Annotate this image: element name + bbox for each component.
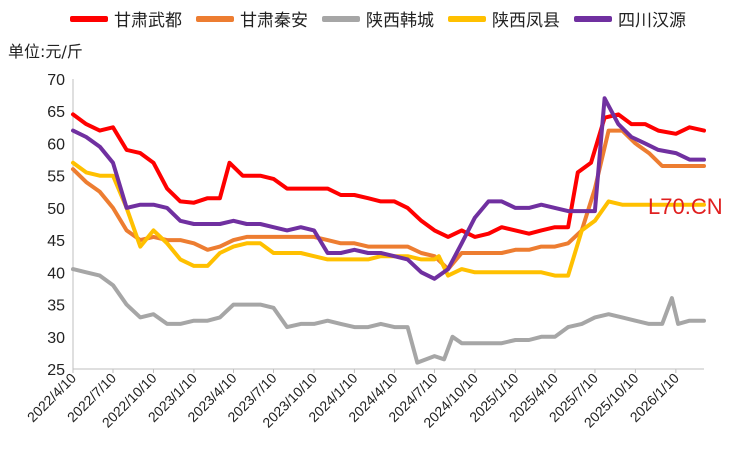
y-tick-label: 30 (47, 330, 65, 347)
legend-label: 四川汉源 (618, 11, 686, 31)
legend-label: 甘肃武都 (114, 11, 182, 31)
legend-swatch (322, 15, 360, 22)
unit-label: 单位:元/斤 (8, 42, 83, 61)
y-tick-label: 55 (47, 169, 65, 186)
chart-legend: 甘肃武都 甘肃秦安 陕西韩城 陕西凤县 四川汉源 (70, 6, 686, 31)
legend-label: 甘肃秦安 (240, 11, 308, 31)
y-tick-label: 70 (47, 72, 65, 89)
legend-swatch (196, 15, 234, 22)
y-tick-label: 25 (47, 362, 65, 379)
y-tick-label: 50 (47, 201, 65, 218)
y-tick-label: 40 (47, 265, 65, 282)
legend-label: 陕西凤县 (492, 11, 560, 31)
y-tick-label: 45 (47, 233, 65, 250)
legend-label: 陕西韩城 (366, 11, 434, 31)
y-tick-label: 65 (47, 104, 65, 121)
legend-item: 陕西凤县 (448, 6, 560, 31)
series-line (71, 96, 706, 281)
series-line (71, 160, 706, 278)
series-line (71, 112, 706, 239)
legend-swatch (70, 15, 108, 22)
legend-item: 甘肃武都 (70, 6, 182, 31)
legend-item: 四川汉源 (574, 6, 686, 31)
series-line (71, 267, 706, 365)
legend-swatch (448, 15, 486, 22)
legend-item: 甘肃秦安 (196, 6, 308, 31)
watermark-text: L70.CN (648, 194, 723, 219)
y-tick-label: 60 (47, 136, 65, 153)
legend-item: 陕西韩城 (322, 6, 434, 31)
y-tick-label: 35 (47, 298, 65, 315)
legend-swatch (574, 15, 612, 22)
